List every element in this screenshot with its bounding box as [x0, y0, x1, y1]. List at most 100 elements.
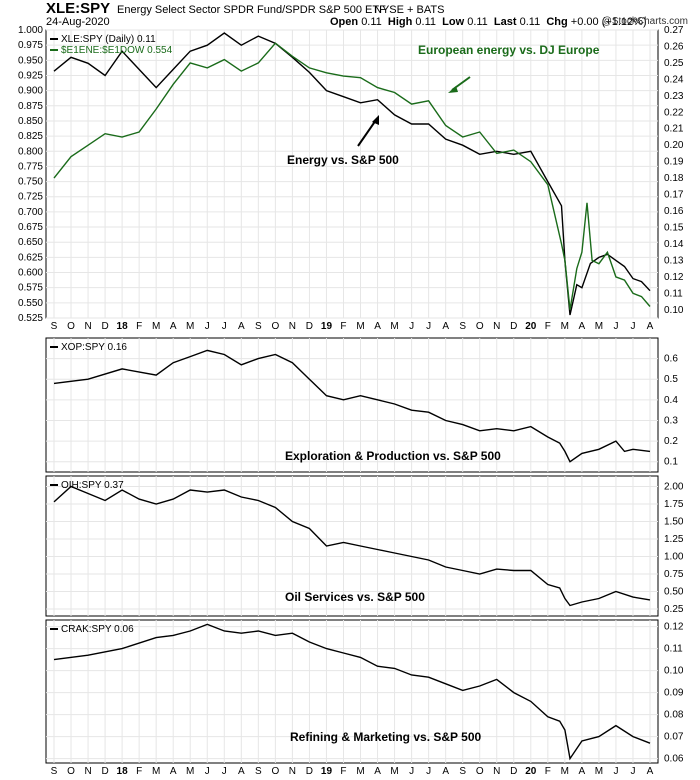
y-tick-label: 0.900 [18, 86, 43, 97]
y-tick-label: 0.12 [664, 622, 684, 633]
y2-tick-label: 0.22 [664, 107, 684, 118]
series-line-1 [53, 349, 651, 463]
y2-tick-label: 0.19 [664, 157, 684, 168]
chg-value: +0.00 (+1.12%) [570, 16, 647, 28]
y2-tick-label: 0.17 [664, 190, 684, 201]
y-tick-label: 0.07 [664, 732, 684, 743]
y-tick-label: 0.625 [18, 252, 43, 263]
chg-label: Chg [546, 16, 568, 28]
x-tick-label: F [136, 321, 142, 332]
y2-tick-label: 0.23 [664, 91, 684, 102]
y2-tick-label: 0.10 [664, 305, 684, 316]
x-tick-label: J [205, 766, 210, 777]
x-tick-label: N [84, 766, 91, 777]
y-tick-label: 1.25 [664, 534, 684, 545]
high-value: 0.11 [415, 16, 437, 28]
fund-name: Energy Select Sector SPDR Fund/SPDR S&P … [117, 4, 386, 16]
x-tick-label: M [561, 766, 569, 777]
y-tick-label: 0.25 [664, 604, 684, 615]
x-tick-label: F [340, 766, 346, 777]
x-tick-label: M [561, 321, 569, 332]
x-tick-label: 20 [525, 321, 537, 332]
x-tick-label: N [84, 321, 91, 332]
legend-label: XLE:SPY (Daily) 0.11 [61, 34, 156, 45]
x-tick-label: A [238, 321, 245, 332]
low-value: 0.11 [467, 16, 488, 28]
y-tick-label: 0.675 [18, 222, 43, 233]
x-tick-label: J [409, 766, 414, 777]
x-tick-label: M [356, 766, 364, 777]
x-tick-label: M [186, 766, 194, 777]
x-tick-label: S [255, 321, 262, 332]
y-tick-label: 0.06 [664, 754, 684, 765]
y2-tick-label: 0.13 [664, 255, 684, 266]
y-tick-label: 0.09 [664, 688, 684, 699]
x-tick-label: S [255, 766, 262, 777]
y2-tick-label: 0.15 [664, 222, 684, 233]
y-tick-label: 0.750 [18, 177, 43, 188]
y-tick-label: 0.600 [18, 268, 43, 279]
low-label: Low [442, 16, 465, 28]
annotation-text: European energy vs. DJ Europe [418, 43, 600, 57]
quote-line: Open 0.11 High 0.11 Low 0.11 Last 0.11 C… [330, 16, 647, 28]
x-tick-label: A [170, 321, 177, 332]
x-tick-label: J [613, 321, 618, 332]
x-tick-label: J [630, 321, 635, 332]
x-tick-label: D [101, 766, 108, 777]
x-tick-label: A [579, 321, 586, 332]
y-tick-label: 0.725 [18, 192, 43, 203]
chart-date: 24-Aug-2020 [46, 16, 110, 28]
x-tick-label: J [426, 321, 431, 332]
panel-1: 1.000 0.975 0.950 0.925 0.900 0.875 0.850 0.825… [18, 25, 684, 324]
y-tick-label: 0.550 [18, 298, 43, 309]
y-tick-label: 0.850 [18, 116, 43, 127]
chart-ticker: XLE:SPY [46, 0, 111, 17]
y-tick-label: 1.75 [664, 499, 684, 510]
x-tick-label: M [595, 766, 603, 777]
x-tick-label: M [356, 321, 364, 332]
x-tick-label: M [390, 321, 398, 332]
y-tick-label: 0.4 [664, 395, 678, 406]
x-tick-label: F [340, 321, 346, 332]
x-tick-label: M [152, 766, 160, 777]
x-tick-label: J [222, 766, 227, 777]
x-tick-label: S [459, 321, 466, 332]
y-tick-label: 1.00 [664, 552, 684, 563]
x-tick-label: D [306, 766, 313, 777]
x-tick-label: D [510, 766, 517, 777]
panel-frame [45, 475, 659, 617]
x-tick-label: O [67, 766, 75, 777]
y-tick-label: 0.975 [18, 40, 43, 51]
x-tick-label: O [271, 321, 279, 332]
series-line-2 [53, 42, 651, 310]
x-tick-label: O [271, 766, 279, 777]
x-tick-label: A [579, 766, 586, 777]
series-line-1 [53, 32, 651, 316]
x-tick-label: J [205, 321, 210, 332]
x-tick-label: M [595, 321, 603, 332]
last-value: 0.11 [519, 16, 541, 28]
y-tick-label: 0.50 [664, 587, 684, 598]
x-tick-label: 18 [117, 321, 129, 332]
x-tick-label: A [442, 766, 449, 777]
stockcharts-brand: @StockCharts.com [601, 16, 688, 27]
x-tick-label: O [476, 321, 484, 332]
legend-label: OIH:SPY 0.37 [61, 480, 124, 491]
y-tick-label: 0.575 [18, 283, 43, 294]
x-tick-label: O [476, 766, 484, 777]
y2-tick-label: 0.21 [664, 124, 684, 135]
y-tick-label: 0.650 [18, 237, 43, 248]
panel-frame [45, 619, 659, 764]
series-line-1 [53, 485, 651, 607]
y-tick-label: 0.875 [18, 101, 43, 112]
x-tick-label: N [289, 321, 296, 332]
x-tick-label: N [493, 766, 500, 777]
y-tick-label: 0.825 [18, 131, 43, 142]
x-tick-label: J [409, 321, 414, 332]
y-tick-label: 0.700 [18, 207, 43, 218]
last-label: Last [493, 16, 517, 28]
y-tick-label: 0.3 [664, 415, 678, 426]
x-tick-label: F [545, 321, 551, 332]
x-tick-label: D [510, 321, 517, 332]
